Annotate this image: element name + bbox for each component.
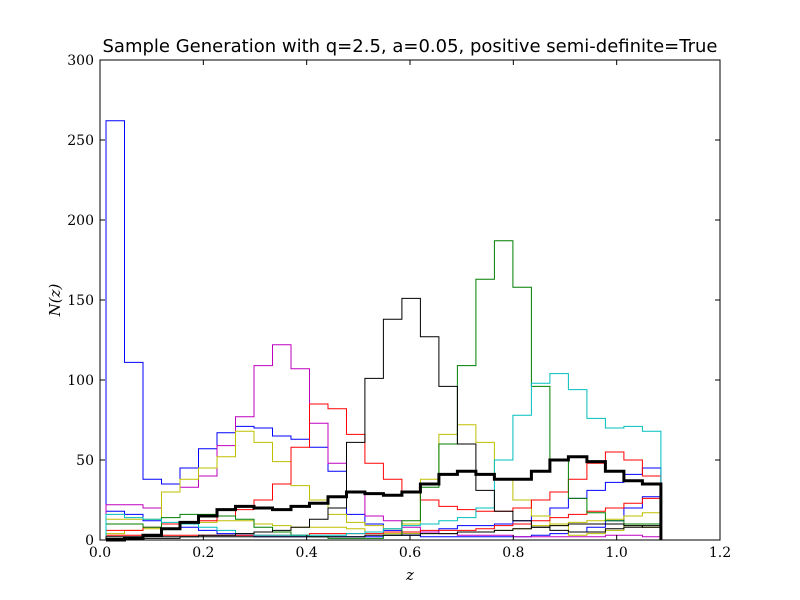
y-tick-label: 300 — [67, 53, 94, 69]
chart-title: Sample Generation with q=2.5, a=0.05, po… — [103, 36, 718, 57]
histogram-series-12 — [106, 455, 663, 542]
histogram-series-10 — [105, 297, 662, 540]
y-tick-label: 200 — [67, 213, 94, 229]
y-tick-label: 50 — [76, 453, 94, 469]
x-tick-label: 0.6 — [399, 545, 421, 561]
x-tick-label: 0.4 — [296, 545, 318, 561]
y-axis-label: N(z) — [46, 283, 64, 317]
histogram-series-9 — [105, 373, 662, 540]
x-tick-label: 0.2 — [192, 545, 214, 561]
y-tick-label: 100 — [67, 373, 94, 389]
histogram-series-6 — [105, 403, 662, 540]
x-tick-label: 1.2 — [709, 545, 731, 561]
x-tick-label: 0.0 — [89, 545, 111, 561]
y-tick-label: 250 — [67, 133, 94, 149]
y-tick-label: 0 — [85, 533, 94, 549]
histogram-series-11 — [105, 523, 662, 540]
x-tick-label: 0.8 — [502, 545, 524, 561]
y-tick-label: 150 — [67, 293, 94, 309]
x-axis-label: z — [405, 566, 414, 584]
x-axis-ticks: 0.0 0.2 0.4 0.6 0.8 1.0 1.2 — [89, 60, 731, 561]
y-axis-ticks: 0 50 100 150 200 250 300 — [67, 53, 720, 549]
x-tick-label: 1.0 — [606, 545, 628, 561]
histogram-series-group — [105, 120, 663, 542]
